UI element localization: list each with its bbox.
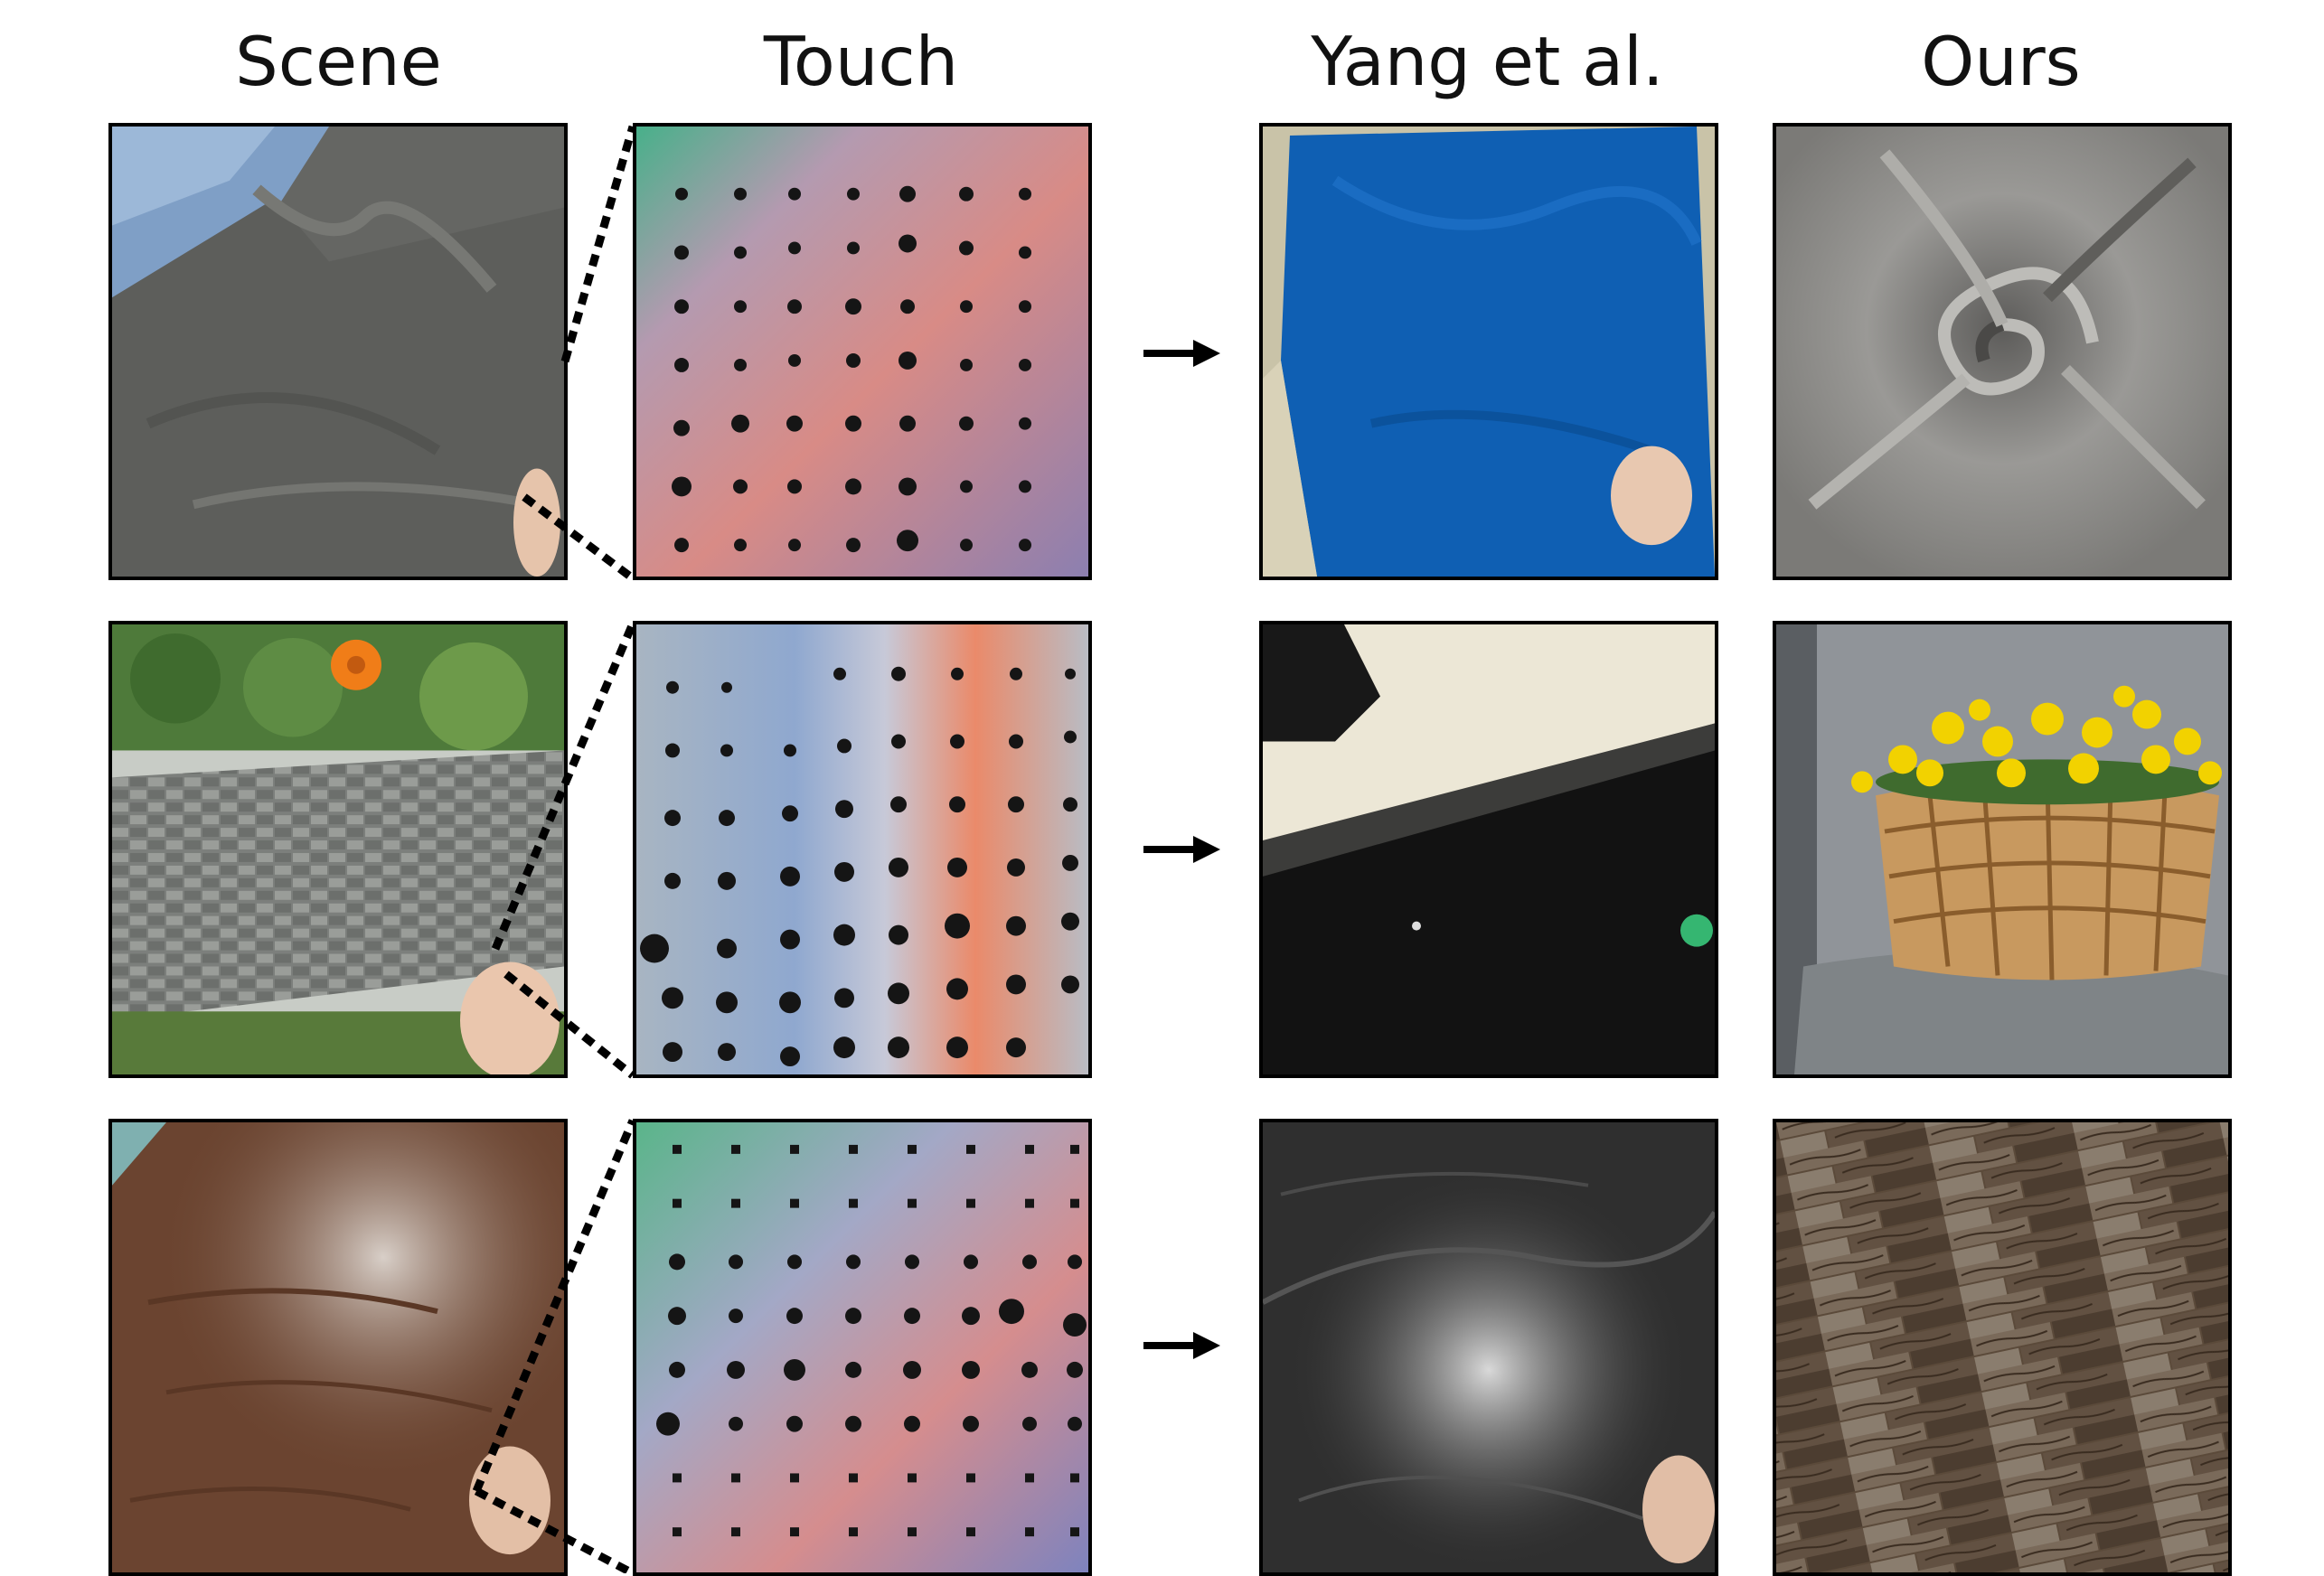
yang-image-marble [1259,1119,1718,1576]
yang-image-blue-cloth [1259,123,1718,580]
scene-image-wood-table [108,1119,568,1576]
touch-image-weave [633,621,1092,1078]
header-scene: Scene [235,22,442,101]
scene-image-planter [108,621,568,1078]
touch-image-wood [633,1119,1092,1576]
ours-image-wood-floor [1773,1119,2232,1576]
yang-image-dark-surface [1259,621,1718,1078]
ours-image-flower-basket [1773,621,2232,1078]
arrow-row-3 [1143,1329,1220,1362]
ours-image-swirl-fabric [1773,123,2232,580]
arrow-row-1 [1143,337,1220,370]
touch-image-cloth [633,123,1092,580]
header-touch: Touch [763,22,959,101]
header-ours: Ours [1921,22,2081,101]
arrow-row-2 [1143,833,1220,866]
scene-image-cloth [108,123,568,580]
header-yang: Yang et al. [1311,22,1664,101]
